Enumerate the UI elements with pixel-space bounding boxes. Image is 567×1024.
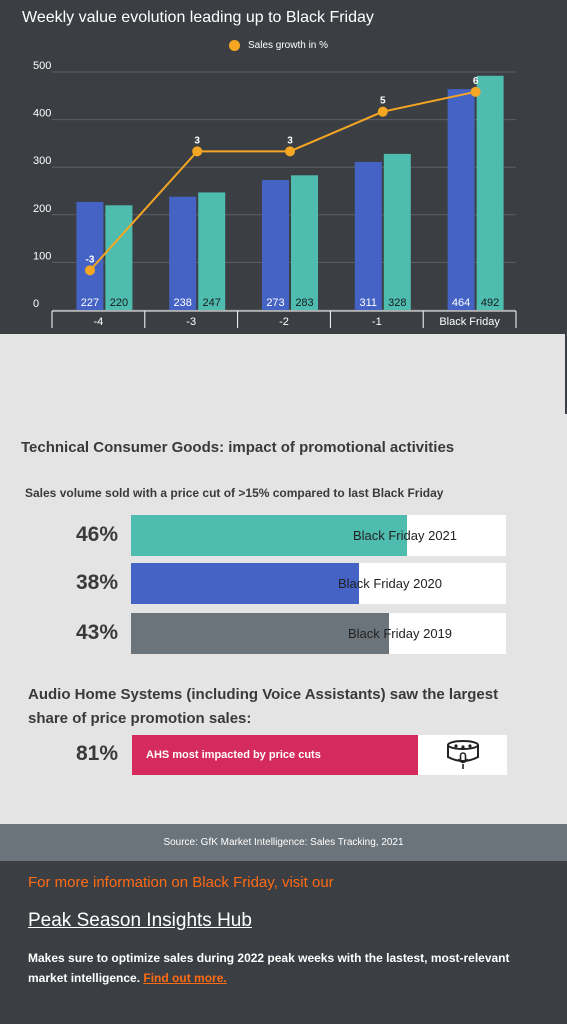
promo-bar-fill bbox=[131, 613, 389, 654]
bar-value-label: 311 bbox=[360, 297, 378, 309]
footer-cta: For more information on Black Friday, vi… bbox=[28, 874, 334, 891]
y-tick-label: 500 bbox=[33, 60, 51, 72]
hub-link[interactable]: Peak Season Insights Hub bbox=[28, 910, 252, 931]
bar bbox=[354, 161, 382, 310]
bar-line-chart: 0 100 200 300 400 500 227 220 238 247 273 283 311 328… bbox=[33, 60, 517, 328]
footer-text: Makes sure to optimize sales during 2022… bbox=[28, 948, 528, 988]
find-out-more-link[interactable]: Find out more. bbox=[143, 971, 227, 985]
promo-row-2021: 46% Black Friday 2021 bbox=[0, 515, 567, 557]
panel-edge bbox=[565, 334, 567, 414]
bar-value-label: 283 bbox=[295, 297, 313, 309]
y-tick-label: 0 bbox=[33, 298, 39, 310]
source-note: Source: GfK Market Intelligence: Sales T… bbox=[0, 824, 567, 861]
smart-speaker-icon bbox=[446, 740, 479, 769]
bar-value-label: 464 bbox=[452, 297, 470, 309]
bar-value-label: 492 bbox=[481, 297, 499, 309]
ahs-icon-box bbox=[418, 735, 507, 775]
promo-row-2019: 43% Black Friday 2019 bbox=[0, 613, 567, 655]
promo-row-2020: 38% Black Friday 2020 bbox=[0, 563, 567, 605]
promo-pct: 43% bbox=[75, 621, 118, 644]
bar bbox=[169, 196, 197, 310]
promo-title: Technical Consumer Goods: impact of prom… bbox=[21, 439, 455, 456]
promo-bar-track: Black Friday 2021 bbox=[131, 515, 506, 556]
growth-value-label: 5 bbox=[380, 96, 386, 107]
bar bbox=[105, 205, 133, 310]
legend-label: Sales growth in % bbox=[248, 40, 329, 51]
growth-value-label: -3 bbox=[86, 254, 95, 265]
promo-bar-track: Black Friday 2020 bbox=[131, 563, 506, 604]
footer-body: Makes sure to optimize sales during 2022… bbox=[28, 951, 510, 985]
growth-point bbox=[285, 146, 295, 157]
ahs-bar: AHS most impacted by price cuts bbox=[132, 735, 418, 775]
y-tick-label: 200 bbox=[33, 203, 51, 215]
promo-pct: 46% bbox=[75, 523, 118, 546]
y-tick-label: 100 bbox=[33, 250, 51, 262]
y-tick-label: 400 bbox=[33, 108, 51, 120]
x-tick-label: -1 bbox=[372, 316, 382, 328]
growth-point bbox=[377, 106, 388, 117]
growth-point bbox=[85, 265, 95, 276]
promo-subtitle: Sales volume sold with a price cut of >1… bbox=[25, 486, 444, 500]
growth-value-label: 6 bbox=[473, 76, 479, 87]
promo-bar-fill bbox=[131, 563, 359, 604]
promo-pct: 38% bbox=[75, 571, 118, 594]
growth-value-label: 3 bbox=[194, 135, 200, 146]
bar bbox=[291, 175, 318, 310]
bar-value-label: 220 bbox=[110, 297, 128, 309]
y-tick-label: 300 bbox=[33, 155, 51, 167]
growth-point bbox=[470, 86, 481, 97]
bar bbox=[198, 192, 226, 310]
x-tick-label: -4 bbox=[94, 316, 104, 328]
bar-value-label: 227 bbox=[81, 297, 99, 309]
footer: For more information on Black Friday, vi… bbox=[0, 861, 567, 1024]
promo-bar-label: Black Friday 2019 bbox=[347, 626, 453, 641]
bar-value-label: 238 bbox=[174, 297, 192, 309]
promo-bar-fill bbox=[131, 515, 407, 556]
promo-bar-label: Black Friday 2021 bbox=[352, 528, 458, 543]
bar-value-label: 273 bbox=[266, 297, 284, 309]
legend-marker bbox=[229, 40, 240, 51]
bar-value-label: 328 bbox=[388, 297, 406, 309]
chart-title: Weekly value evolution leading up to Bla… bbox=[22, 9, 374, 26]
growth-point bbox=[192, 146, 203, 157]
promo-bar-track: Black Friday 2019 bbox=[131, 613, 506, 654]
x-tick-label: Black Friday bbox=[439, 316, 500, 328]
ahs-row: 81% AHS most impacted by price cuts bbox=[0, 735, 567, 775]
chart-legend: Sales growth in % bbox=[229, 40, 328, 51]
bar bbox=[476, 75, 504, 310]
x-tick-label: -2 bbox=[279, 316, 289, 328]
ahs-title: Audio Home Systems (including Voice Assi… bbox=[28, 686, 499, 727]
x-tick-label: -3 bbox=[186, 316, 196, 328]
ahs-pct: 81% bbox=[75, 742, 118, 765]
bar bbox=[76, 201, 104, 310]
chart-panel: Weekly value evolution leading up to Bla… bbox=[0, 0, 567, 334]
bar bbox=[447, 89, 475, 310]
bar bbox=[383, 153, 411, 310]
promo-bar-label: Black Friday 2020 bbox=[337, 576, 443, 591]
bar bbox=[262, 180, 289, 310]
bar-value-label: 247 bbox=[203, 297, 221, 309]
growth-value-label: 3 bbox=[287, 135, 293, 146]
